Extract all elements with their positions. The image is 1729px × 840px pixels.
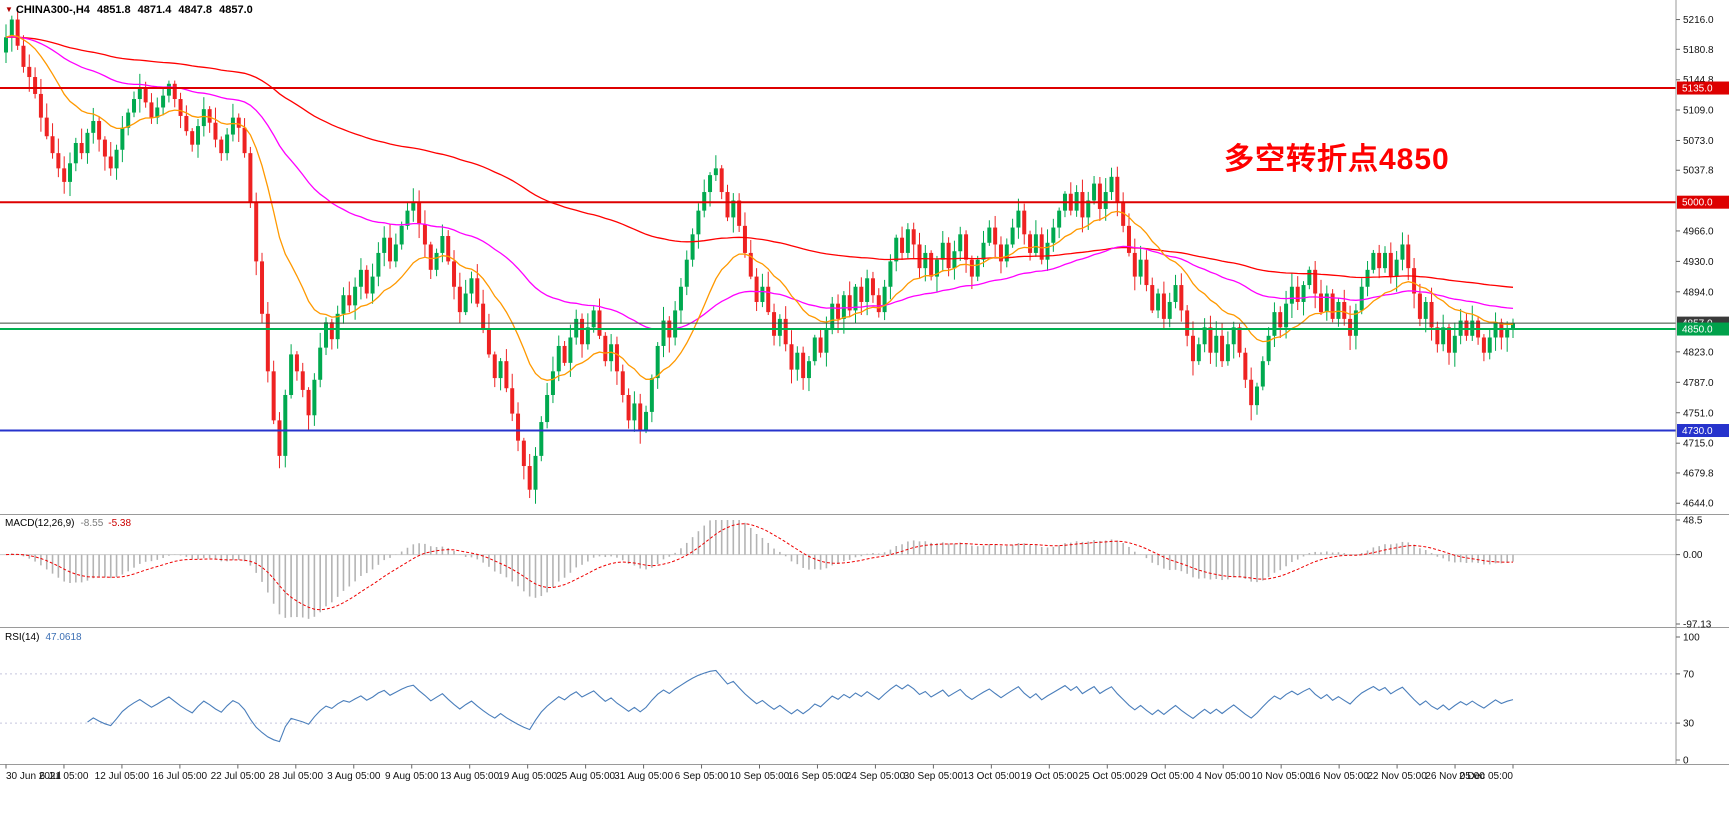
svg-text:25 Aug 05:00: 25 Aug 05:00 (556, 771, 615, 782)
chart-annotation-text[interactable]: 多空转折点4850 (1224, 143, 1450, 176)
mid-ma-line (5, 36, 1514, 330)
macd-signal-value: -5.38 (108, 518, 132, 529)
svg-text:16 Jul 05:00: 16 Jul 05:00 (153, 771, 208, 782)
bar-open-value: 4851.8 (96, 4, 131, 16)
svg-text:5037.8: 5037.8 (1683, 166, 1714, 177)
svg-text:4850.0: 4850.0 (1682, 325, 1713, 336)
price-tag-4730.0 (1677, 424, 1729, 438)
svg-text:30 Jun 2021: 30 Jun 2021 (6, 771, 61, 782)
svg-text:100: 100 (1683, 633, 1700, 644)
svg-text:4930.0: 4930.0 (1683, 257, 1714, 268)
svg-text:28 Jul 05:00: 28 Jul 05:00 (269, 771, 324, 782)
price-tag-5135.0 (1677, 81, 1729, 95)
svg-text:10 Sep 05:00: 10 Sep 05:00 (730, 771, 790, 782)
svg-text:16 Sep 05:00: 16 Sep 05:00 (788, 771, 848, 782)
svg-text:3 Aug 05:00: 3 Aug 05:00 (327, 771, 381, 782)
fast-ma-line (5, 34, 1514, 381)
svg-text:5135.0: 5135.0 (1682, 84, 1713, 95)
svg-text:29 Oct 05:00: 29 Oct 05:00 (1137, 771, 1195, 782)
svg-text:6 Sep 05:00: 6 Sep 05:00 (675, 771, 729, 782)
svg-text:30: 30 (1683, 719, 1695, 730)
bar-low-value: 4847.8 (178, 4, 213, 16)
svg-text:25 Oct 05:00: 25 Oct 05:00 (1079, 771, 1137, 782)
svg-text:4 Nov 05:00: 4 Nov 05:00 (1196, 771, 1250, 782)
macd-indicator-label: MACD(12,26,9) -8.55 -5.38 (5, 518, 131, 529)
svg-text:22 Jul 05:00: 22 Jul 05:00 (211, 771, 266, 782)
slow-ma-line (5, 36, 1514, 288)
symbol-name: CHINA300-,H4 (15, 4, 90, 16)
svg-text:4894.0: 4894.0 (1683, 287, 1714, 298)
svg-text:4679.8: 4679.8 (1683, 468, 1714, 479)
rsi-line (87, 669, 1514, 743)
svg-text:19 Oct 05:00: 19 Oct 05:00 (1021, 771, 1079, 782)
rsi-panel[interactable] (0, 628, 1676, 764)
svg-text:5216.0: 5216.0 (1683, 15, 1714, 26)
svg-text:70: 70 (1683, 669, 1695, 680)
svg-text:13 Aug 05:00: 13 Aug 05:00 (440, 771, 499, 782)
rsi-value: 47.0618 (45, 632, 82, 643)
price-tag-4850.0 (1677, 322, 1729, 336)
svg-text:4966.0: 4966.0 (1683, 226, 1714, 237)
price-tag-5000.0 (1677, 195, 1729, 209)
svg-text:4787.0: 4787.0 (1683, 378, 1714, 389)
svg-text:0.00: 0.00 (1683, 550, 1703, 561)
svg-text:5180.8: 5180.8 (1683, 45, 1714, 56)
svg-text:5144.8: 5144.8 (1683, 75, 1714, 86)
svg-text:4715.0: 4715.0 (1683, 439, 1714, 450)
price-axis[interactable] (1676, 0, 1729, 764)
macd-name: MACD(12,26,9) (5, 518, 75, 529)
svg-text:6 Jul 05:00: 6 Jul 05:00 (39, 771, 88, 782)
bar-high-value: 4871.4 (137, 4, 172, 16)
svg-text:48.5: 48.5 (1683, 516, 1703, 527)
svg-text:4823.0: 4823.0 (1683, 347, 1714, 358)
candlestick-series (4, 6, 1515, 504)
svg-text:12 Jul 05:00: 12 Jul 05:00 (95, 771, 150, 782)
svg-text:10 Nov 05:00: 10 Nov 05:00 (1251, 771, 1311, 782)
svg-text:16 Nov 05:00: 16 Nov 05:00 (1309, 771, 1369, 782)
svg-text:22 Nov 05:00: 22 Nov 05:00 (1367, 771, 1427, 782)
svg-text:19 Aug 05:00: 19 Aug 05:00 (498, 771, 557, 782)
svg-text:31 Aug 05:00: 31 Aug 05:00 (614, 771, 673, 782)
svg-text:0: 0 (1683, 756, 1689, 767)
macd-histogram (11, 520, 1514, 619)
svg-text:5109.0: 5109.0 (1683, 106, 1714, 117)
time-axis[interactable] (0, 765, 1729, 787)
bar-close-value: 4857.0 (219, 4, 253, 16)
svg-text:4751.0: 4751.0 (1683, 408, 1714, 419)
svg-text:4644.0: 4644.0 (1683, 499, 1714, 510)
rsi-indicator-label: RSI(14) 47.0618 (5, 632, 82, 643)
svg-text:5000.0: 5000.0 (1682, 198, 1713, 209)
svg-text:9 Aug 05:00: 9 Aug 05:00 (385, 771, 439, 782)
symbol-info-line: ▼ CHINA300-,H4 4851.8 4871.4 4847.8 4857.… (5, 4, 257, 16)
main-chart-panel[interactable] (0, 0, 1676, 514)
svg-text:5073.0: 5073.0 (1683, 136, 1714, 147)
svg-text:-97.13: -97.13 (1683, 620, 1712, 631)
macd-panel[interactable] (0, 515, 1676, 627)
rsi-name: RSI(14) (5, 632, 40, 643)
svg-text:4730.0: 4730.0 (1682, 426, 1713, 437)
svg-text:26 Nov 05:00: 26 Nov 05:00 (1425, 771, 1485, 782)
svg-text:2 Dec 05:00: 2 Dec 05:00 (1459, 771, 1513, 782)
symbol-marker-icon: ▼ (5, 5, 13, 14)
svg-text:30 Sep 05:00: 30 Sep 05:00 (904, 771, 964, 782)
svg-text:24 Sep 05:00: 24 Sep 05:00 (846, 771, 906, 782)
svg-text:13 Oct 05:00: 13 Oct 05:00 (963, 771, 1021, 782)
macd-main-value: -8.55 (80, 518, 104, 529)
